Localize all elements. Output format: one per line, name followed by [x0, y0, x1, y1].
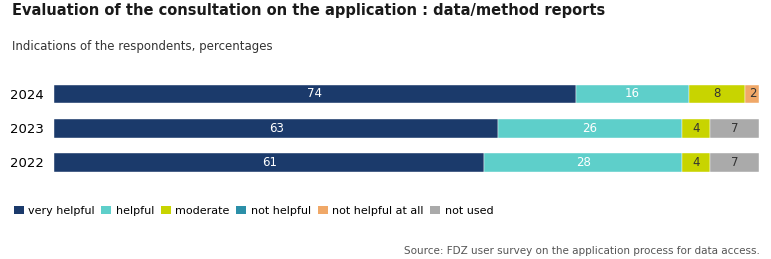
Text: Evaluation of the consultation on the application : data/method reports: Evaluation of the consultation on the ap…	[12, 3, 604, 18]
Bar	[682, 119, 710, 138]
Text: 8: 8	[713, 88, 721, 100]
Text: 74: 74	[308, 88, 322, 100]
Text: 28: 28	[576, 156, 591, 169]
Bar	[54, 153, 484, 172]
Text: Source: FDZ user survey on the application process for data access.: Source: FDZ user survey on the applicati…	[403, 246, 759, 256]
Text: Indications of the respondents, percentages: Indications of the respondents, percenta…	[12, 40, 272, 53]
Text: 4: 4	[692, 156, 700, 169]
Bar	[710, 119, 759, 138]
Bar	[498, 119, 682, 138]
Text: 2: 2	[749, 88, 756, 100]
Bar	[54, 84, 576, 103]
Legend: very helpful, helpful, moderate, not helpful, not helpful at all, not used: very helpful, helpful, moderate, not hel…	[14, 206, 493, 216]
Bar	[576, 84, 689, 103]
Bar	[54, 119, 498, 138]
Text: 4: 4	[692, 122, 700, 135]
Bar	[689, 84, 746, 103]
Bar	[710, 153, 759, 172]
Text: 63: 63	[269, 122, 284, 135]
Text: 7: 7	[731, 156, 739, 169]
Text: 16: 16	[625, 88, 640, 100]
Text: 61: 61	[261, 156, 277, 169]
Bar	[484, 153, 682, 172]
Text: 7: 7	[731, 122, 739, 135]
Bar	[682, 153, 710, 172]
Bar	[746, 84, 759, 103]
Text: 26: 26	[583, 122, 598, 135]
